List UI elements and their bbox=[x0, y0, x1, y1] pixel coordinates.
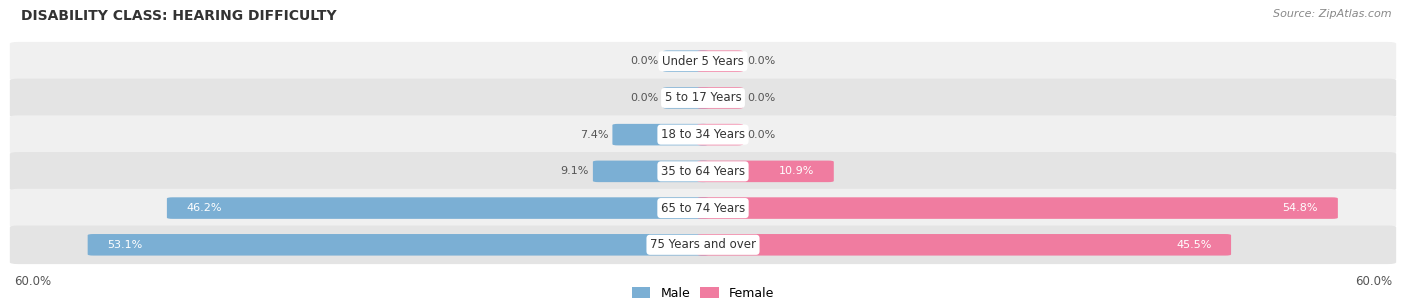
Text: 0.0%: 0.0% bbox=[630, 56, 658, 66]
Text: 35 to 64 Years: 35 to 64 Years bbox=[661, 165, 745, 178]
Text: 0.0%: 0.0% bbox=[748, 56, 776, 66]
Text: Under 5 Years: Under 5 Years bbox=[662, 55, 744, 68]
Text: 0.0%: 0.0% bbox=[748, 93, 776, 103]
Text: 53.1%: 53.1% bbox=[107, 240, 142, 250]
Text: 0.0%: 0.0% bbox=[630, 93, 658, 103]
Text: 46.2%: 46.2% bbox=[187, 203, 222, 213]
FancyBboxPatch shape bbox=[664, 50, 709, 72]
Text: Source: ZipAtlas.com: Source: ZipAtlas.com bbox=[1274, 9, 1392, 19]
Text: 10.9%: 10.9% bbox=[779, 166, 814, 176]
FancyBboxPatch shape bbox=[10, 79, 1396, 117]
FancyBboxPatch shape bbox=[593, 161, 709, 182]
Text: 54.8%: 54.8% bbox=[1282, 203, 1319, 213]
Text: 9.1%: 9.1% bbox=[561, 166, 589, 176]
FancyBboxPatch shape bbox=[697, 234, 1232, 256]
FancyBboxPatch shape bbox=[613, 124, 709, 145]
FancyBboxPatch shape bbox=[697, 87, 742, 109]
FancyBboxPatch shape bbox=[10, 226, 1396, 264]
Legend: Male, Female: Male, Female bbox=[631, 287, 775, 300]
FancyBboxPatch shape bbox=[697, 161, 834, 182]
FancyBboxPatch shape bbox=[10, 189, 1396, 227]
FancyBboxPatch shape bbox=[10, 42, 1396, 80]
FancyBboxPatch shape bbox=[664, 87, 709, 109]
FancyBboxPatch shape bbox=[697, 124, 742, 145]
Text: 65 to 74 Years: 65 to 74 Years bbox=[661, 202, 745, 215]
Text: 18 to 34 Years: 18 to 34 Years bbox=[661, 128, 745, 141]
Text: 5 to 17 Years: 5 to 17 Years bbox=[665, 91, 741, 104]
FancyBboxPatch shape bbox=[697, 50, 742, 72]
Text: 7.4%: 7.4% bbox=[579, 130, 609, 140]
Text: 0.0%: 0.0% bbox=[748, 130, 776, 140]
FancyBboxPatch shape bbox=[10, 152, 1396, 191]
Text: 60.0%: 60.0% bbox=[14, 275, 51, 288]
Text: 45.5%: 45.5% bbox=[1175, 240, 1212, 250]
FancyBboxPatch shape bbox=[697, 197, 1339, 219]
Text: DISABILITY CLASS: HEARING DIFFICULTY: DISABILITY CLASS: HEARING DIFFICULTY bbox=[21, 9, 336, 23]
FancyBboxPatch shape bbox=[87, 234, 709, 256]
FancyBboxPatch shape bbox=[167, 197, 709, 219]
Text: 75 Years and over: 75 Years and over bbox=[650, 238, 756, 251]
Text: 60.0%: 60.0% bbox=[1355, 275, 1392, 288]
FancyBboxPatch shape bbox=[10, 115, 1396, 154]
